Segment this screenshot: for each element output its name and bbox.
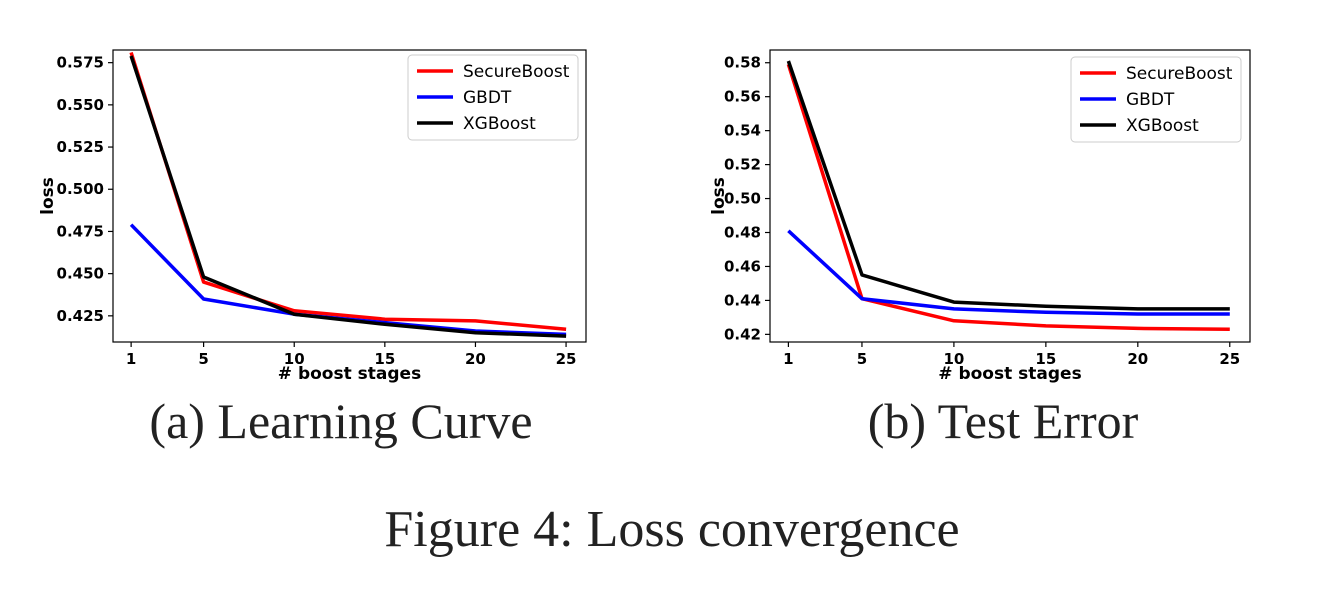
y-tick-label: 0.50 [724,190,761,208]
x-tick-label: 20 [1127,350,1148,368]
x-tick-label: 15 [374,350,395,368]
x-tick-label: 25 [1219,350,1240,368]
y-tick-label: 0.425 [57,307,104,325]
x-tick-label: 5 [857,350,867,368]
legend-label-gbdt: GBDT [1126,90,1175,110]
y-tick-label: 0.46 [724,257,761,275]
legend-label-xgboost: XGBoost [463,114,536,134]
y-axis-label: loss [709,177,729,215]
series-line-xgboost [129,55,567,338]
x-tick-label: 1 [783,350,793,368]
subcaption-learning-curve: (a) Learning Curve [149,393,533,449]
x-axis-label: # boost stages [938,364,1081,384]
x-axis-label: # boost stages [278,364,421,384]
test-error-chart: 1 5 10 15 20 250.420.440.460.480.500.520.540.… [709,49,1251,384]
y-tick-label: 0.550 [57,96,104,114]
legend-label-xgboost: XGBoost [1126,116,1199,136]
legend-box [1070,56,1242,143]
x-tick-label: 5 [198,350,208,368]
legend-label-secureboost: SecureBoost [1126,64,1233,84]
y-tick-label: 0.42 [724,325,761,343]
learning-curve-chart: 1 5 10 15 20 250.4250.4500.4750.5000.5250.550… [38,49,587,384]
legend: SecureBoost GBDT XGBoost [407,54,579,141]
y-axis-label: loss [38,177,58,215]
y-tick-label: 0.575 [57,54,104,72]
y-tick-label: 0.58 [724,54,761,72]
series-line-xgboost [786,60,1230,311]
series-line-secureboost [786,63,1230,332]
series-line-gbdt [129,223,567,337]
y-tick-label: 0.56 [724,88,761,106]
series-line-gbdt [787,229,1230,316]
y-tick-label: 0.52 [724,156,761,174]
y-tick-label: 0.48 [724,224,761,242]
y-tick-label: 0.500 [57,180,104,198]
plot-frame [769,49,1251,343]
y-tick-label: 0.475 [57,222,104,240]
x-tick-label: 10 [284,350,305,368]
figure-caption: Figure 4: Loss convergence [384,501,960,558]
y-tick-label: 0.44 [724,291,761,309]
legend-label-secureboost: SecureBoost [463,62,570,82]
x-tick-label: 15 [1035,350,1056,368]
x-tick-label: 10 [943,350,964,368]
legend-label-gbdt: GBDT [463,88,512,108]
x-tick-label: 20 [465,350,486,368]
y-tick-label: 0.450 [57,265,104,283]
plot-frame [112,49,587,343]
y-tick-label: 0.54 [724,122,761,140]
legend: SecureBoost GBDT XGBoost [1070,56,1242,143]
x-tick-label: 1 [126,350,136,368]
subcaption-test-error: (b) Test Error [867,393,1139,449]
x-tick-label: 25 [556,350,577,368]
legend-box [407,54,579,141]
y-tick-label: 0.525 [57,138,104,156]
